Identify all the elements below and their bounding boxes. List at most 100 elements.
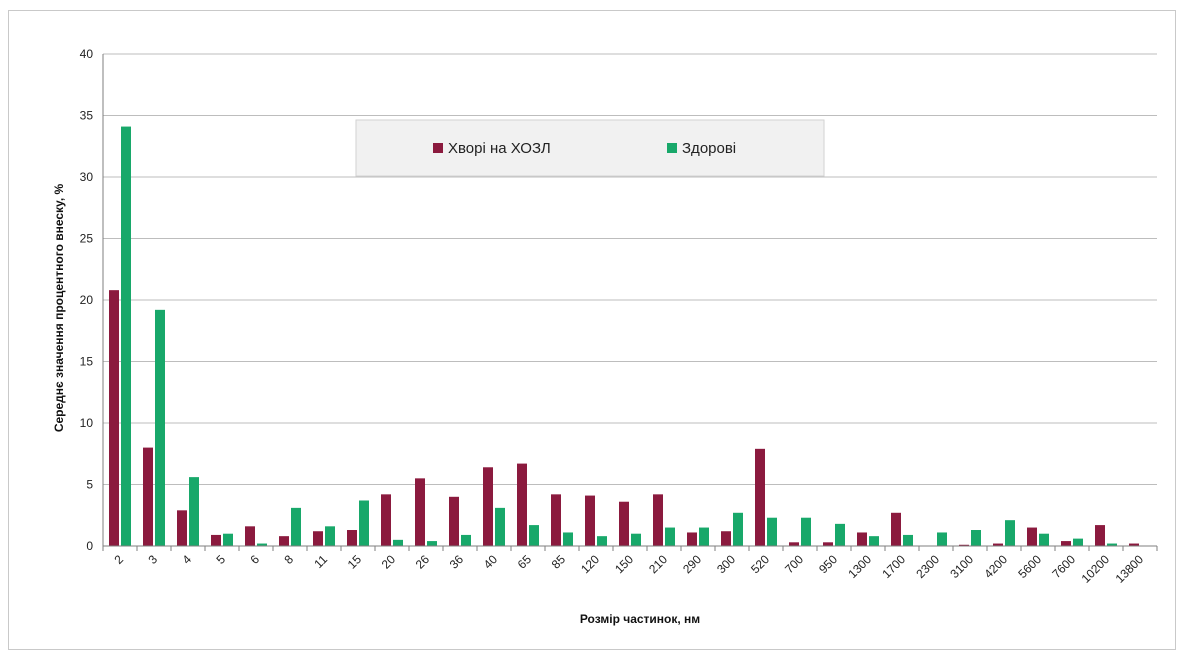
bar-copd	[483, 467, 493, 546]
grid-lines	[103, 53, 1157, 485]
x-tick-label: 150	[612, 552, 636, 576]
bar-copd	[653, 494, 663, 546]
bar-healthy	[393, 539, 403, 546]
x-tick-label: 210	[646, 552, 670, 576]
bar-healthy	[665, 527, 675, 546]
bar-copd	[347, 530, 357, 546]
bar-copd	[619, 501, 629, 546]
bar-healthy	[1073, 538, 1083, 546]
x-tick-label: 5	[213, 552, 228, 567]
x-tick-label: 520	[748, 552, 772, 576]
y-tick-label: 0	[86, 539, 93, 553]
bar-copd	[245, 526, 255, 546]
bar-healthy	[223, 533, 233, 546]
bar-healthy	[869, 536, 879, 546]
bar-healthy	[1039, 533, 1049, 546]
legend-swatch-copd	[433, 143, 443, 153]
x-tick-label: 3100	[947, 552, 976, 581]
bar-healthy	[937, 532, 947, 546]
bar-copd	[789, 542, 799, 546]
x-axis-title: Розмір частинок, нм	[580, 612, 700, 626]
y-tick-labels: 0 5 10 15 20 25 30 35 40	[80, 47, 94, 553]
legend-label-copd: Хворі на ХОЗЛ	[448, 140, 551, 157]
bar-healthy	[291, 507, 301, 546]
bar-healthy	[359, 500, 369, 546]
bar-healthy	[461, 534, 471, 546]
x-tick-label: 4200	[981, 552, 1010, 581]
bar-copd	[1061, 541, 1071, 546]
bar-copd	[1095, 525, 1105, 546]
bar-healthy	[121, 126, 131, 546]
bar-copd	[755, 448, 765, 546]
bar-copd	[823, 542, 833, 546]
y-tick-label: 20	[80, 293, 94, 307]
bar-copd	[857, 532, 867, 546]
bar-copd	[109, 290, 119, 546]
bar-healthy	[597, 536, 607, 546]
x-tick-label: 6	[247, 552, 262, 567]
bar-healthy	[767, 517, 777, 546]
bar-copd	[1129, 543, 1139, 546]
bar-copd	[551, 494, 561, 546]
y-tick-label: 10	[80, 416, 94, 430]
y-tick-label: 40	[80, 47, 94, 61]
x-tick-label: 700	[782, 552, 806, 576]
x-tick-label: 20	[379, 552, 399, 572]
x-tick-label: 15	[345, 552, 365, 572]
bar-chart: 0 5 10 15 20 25 30 35 40 2 3 4 5 6 8 11 15 20 26 36 40 65 85 1…	[52, 47, 1158, 626]
bar-copd	[177, 510, 187, 546]
bar-healthy	[631, 533, 641, 546]
x-tick-label: 65	[515, 552, 535, 572]
bars	[109, 126, 1139, 546]
x-tick-label: 26	[413, 552, 433, 572]
bar-copd	[313, 531, 323, 546]
bar-copd	[993, 543, 1003, 546]
bar-healthy	[155, 309, 165, 546]
bar-copd	[585, 495, 595, 546]
legend: Хворі на ХОЗЛ Здорові	[355, 119, 825, 177]
x-tick-label: 1300	[845, 552, 874, 581]
x-tick-labels: 2 3 4 5 6 8 11 15 20 26 36 40 65 85 120 150 210 290 300 520…	[102, 546, 1158, 586]
bar-healthy	[1107, 543, 1117, 546]
bar-healthy	[971, 530, 981, 546]
y-tick-label: 30	[80, 170, 94, 184]
bar-copd	[687, 532, 697, 546]
x-tick-label: 10200	[1079, 552, 1113, 586]
x-tick-label: 8	[281, 552, 296, 567]
x-tick-label: 85	[549, 552, 569, 572]
x-tick-label: 950	[816, 552, 840, 576]
bar-healthy	[699, 527, 709, 546]
bar-copd	[721, 531, 731, 546]
x-tick-label: 11	[311, 552, 330, 571]
x-tick-label: 2	[111, 552, 126, 567]
x-tick-label: 3	[145, 552, 160, 567]
legend-swatch-healthy	[667, 143, 677, 153]
bar-copd	[381, 494, 391, 546]
x-tick-label: 40	[481, 552, 501, 572]
axes	[102, 54, 1157, 547]
x-tick-label: 290	[680, 552, 704, 576]
bar-copd	[1027, 527, 1037, 546]
bar-healthy	[529, 525, 539, 546]
x-tick-label: 7600	[1049, 552, 1078, 581]
bar-healthy	[495, 507, 505, 546]
bar-copd	[279, 536, 289, 546]
bar-healthy	[257, 543, 267, 546]
bar-healthy	[189, 477, 199, 546]
bar-healthy	[427, 541, 437, 546]
x-tick-label: 36	[447, 552, 467, 572]
legend-label-healthy: Здорові	[682, 140, 736, 157]
legend-box	[355, 119, 825, 177]
bar-copd	[959, 544, 969, 546]
y-axis-title: Середнє значення процентного внеску, %	[52, 184, 66, 433]
bar-healthy	[325, 526, 335, 546]
bar-healthy	[903, 534, 913, 546]
bar-copd	[517, 463, 527, 546]
y-tick-label: 25	[80, 232, 94, 246]
bar-healthy	[733, 512, 743, 546]
x-tick-label: 1700	[879, 552, 908, 581]
x-tick-label: 13800	[1113, 552, 1147, 586]
bar-healthy	[835, 523, 845, 546]
bar-copd	[415, 478, 425, 546]
y-tick-label: 15	[80, 355, 94, 369]
